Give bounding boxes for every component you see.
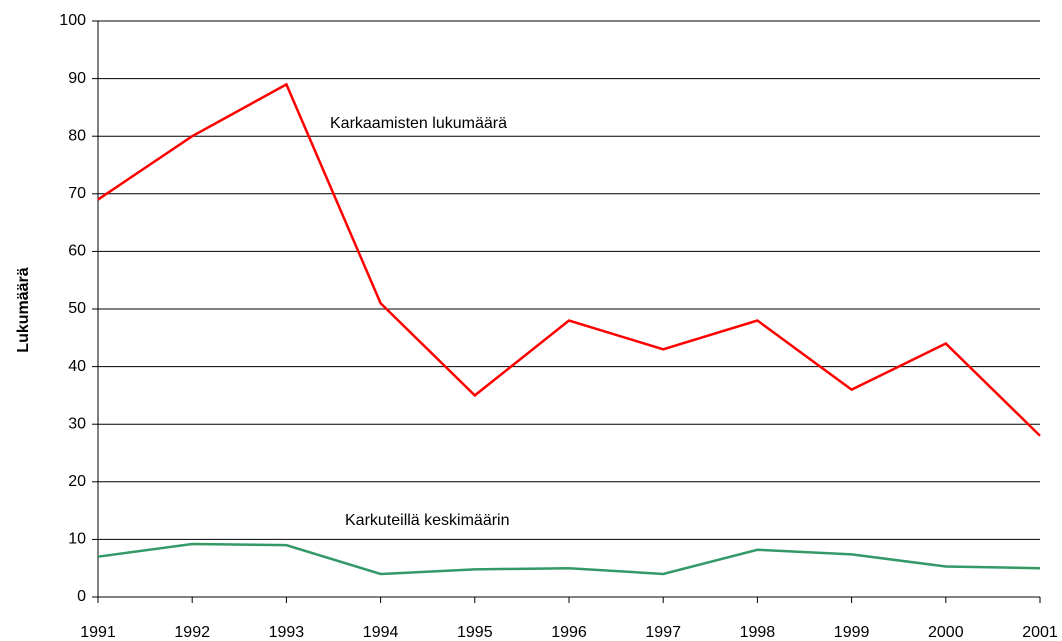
x-tick-label: 1998	[740, 624, 776, 641]
y-tick-label: 10	[68, 531, 86, 548]
x-tick-label: 1996	[551, 624, 587, 641]
y-tick-label: 50	[68, 300, 86, 317]
x-tick-label: 1992	[174, 624, 210, 641]
x-tick-label: 1993	[269, 624, 305, 641]
x-tick-label: 1991	[80, 624, 116, 641]
y-tick-label: 20	[68, 473, 86, 490]
x-tick-label: 2000	[928, 624, 964, 641]
x-tick-label: 1994	[363, 624, 399, 641]
series-label: Karkaamisten lukumäärä	[330, 115, 507, 132]
y-tick-label: 100	[59, 12, 86, 29]
series-line	[97, 82, 1041, 437]
series-label: Karkuteillä keskimäärin	[345, 512, 510, 529]
series-line	[97, 542, 1041, 576]
y-axis-label: Lukumäärä	[15, 267, 32, 352]
x-tick-label: 1995	[457, 624, 493, 641]
y-tick-label: 60	[68, 243, 86, 260]
y-tick-label: 40	[68, 358, 86, 375]
y-tick-label: 0	[77, 588, 86, 605]
y-tick-label: 70	[68, 185, 86, 202]
x-tick-label: 1997	[645, 624, 681, 641]
y-tick-label: 30	[68, 415, 86, 432]
x-tick-label: 2001	[1022, 624, 1058, 641]
y-tick-label: 90	[68, 70, 86, 87]
x-tick-label: 1999	[834, 624, 870, 641]
y-tick-label: 80	[68, 127, 86, 144]
